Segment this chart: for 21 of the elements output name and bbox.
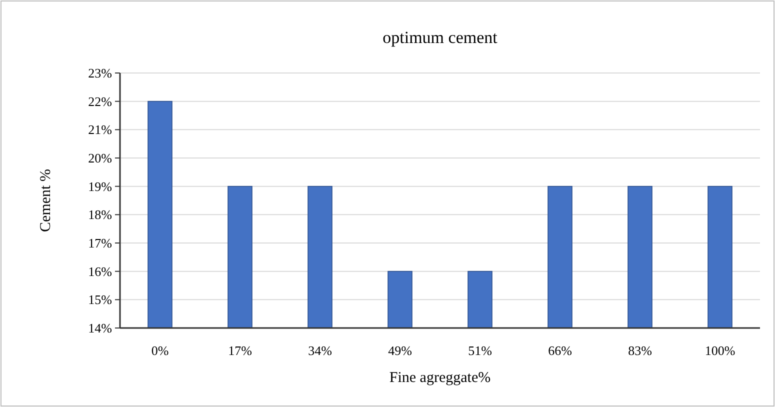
x-tick-label: 0%	[151, 343, 169, 358]
chart-title: optimum cement	[382, 28, 498, 47]
x-tick-label: 66%	[548, 343, 572, 358]
y-tick-label: 17%	[88, 236, 112, 251]
y-tick-label: 14%	[88, 320, 112, 336]
x-tick-label: 100%	[704, 343, 736, 358]
x-tick-label: 17%	[228, 343, 252, 358]
x-tick-label: 49%	[388, 343, 412, 358]
y-tick-label: 15%	[88, 292, 112, 308]
y-tick-label: 20%	[88, 150, 112, 166]
y-tick-label: 21%	[88, 122, 112, 138]
y-tick-label: 16%	[88, 264, 112, 279]
x-tick-label: 51%	[468, 343, 492, 358]
y-tick-label: 23%	[88, 66, 112, 81]
x-tick-label: 83%	[628, 343, 652, 358]
y-tick-label: 19%	[88, 178, 112, 194]
x-tick-label: 34%	[308, 343, 332, 358]
y-tick-label: 18%	[88, 207, 112, 222]
x-axis-title: Fine agreggate%	[389, 370, 491, 386]
y-tick-label: 22%	[88, 94, 112, 109]
y-axis-title: Cement %	[38, 169, 54, 232]
